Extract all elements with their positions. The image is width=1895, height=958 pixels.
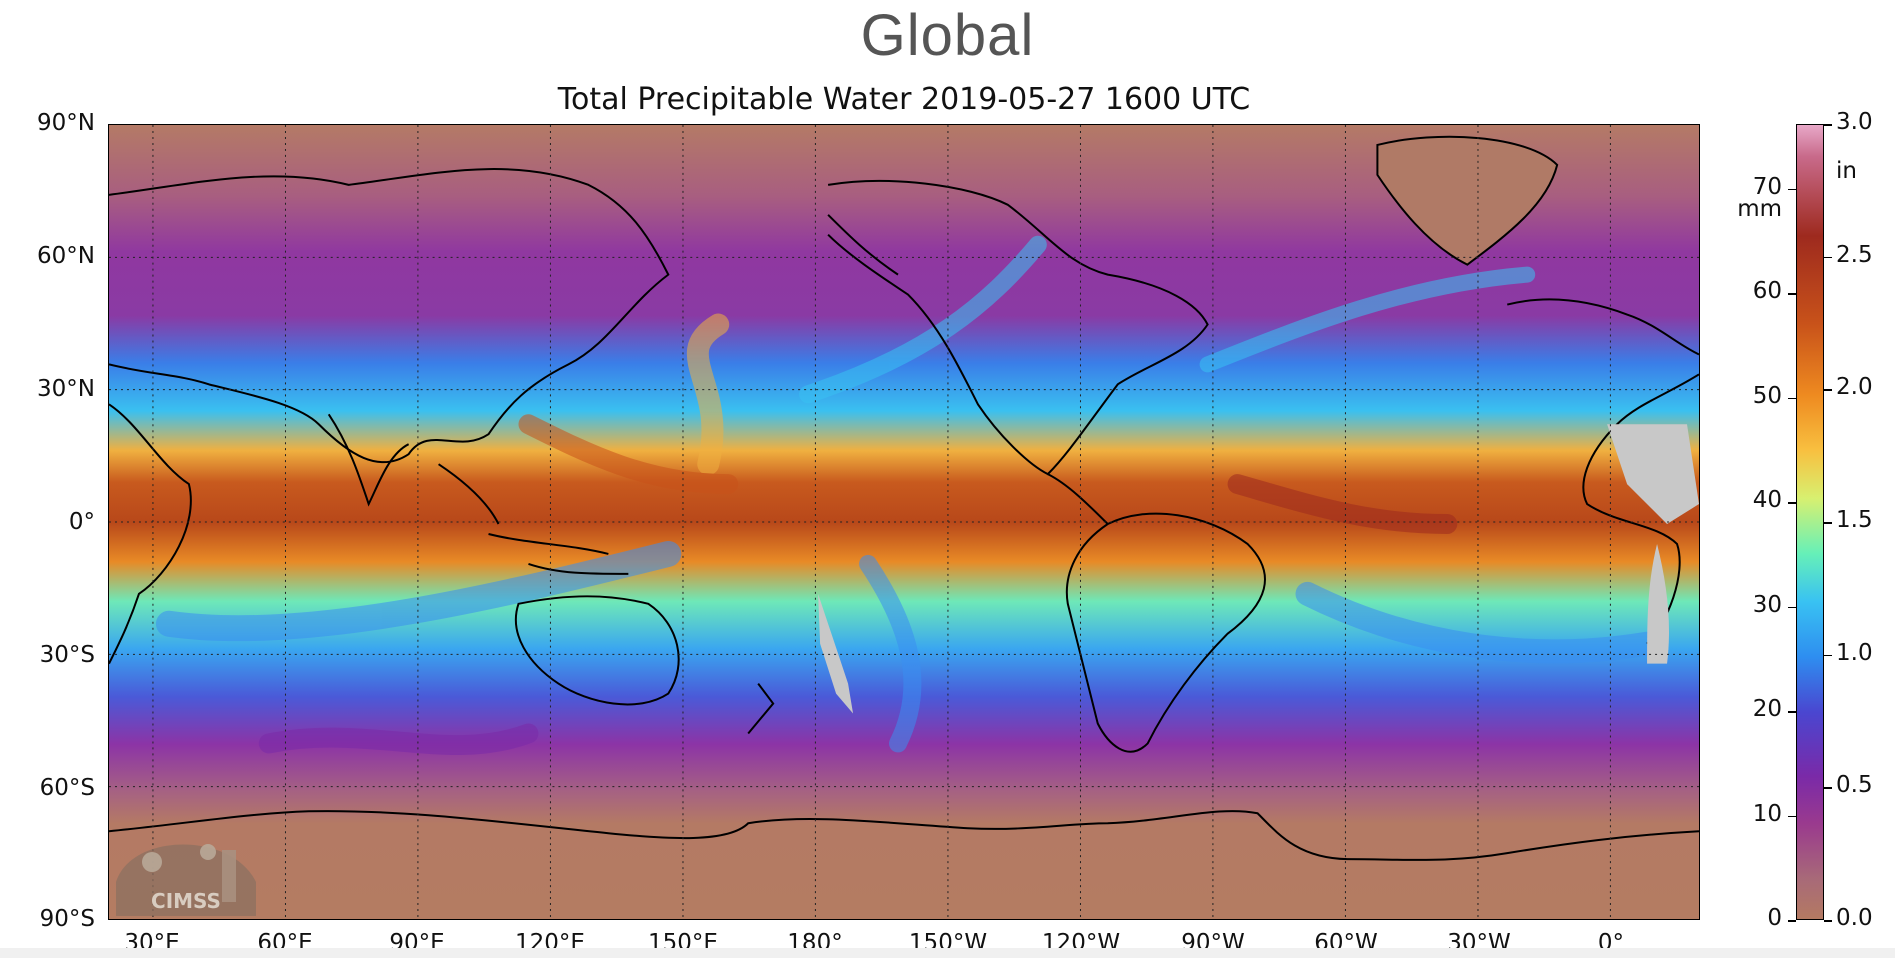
colorbar-mm-label: 60 [1752,278,1782,305]
colorbar-mm-label: 20 [1752,696,1782,723]
no-data-swath-sahara [1607,424,1699,524]
colorbar-mm-tick [1788,606,1796,609]
map-title: Total Precipitable Water 2019-05-27 1600… [557,82,1251,117]
cimss-logo: CIMSS [116,844,256,916]
colorbar-mm-label: 70 [1752,173,1782,200]
india [327,413,410,507]
graticule [109,125,1699,919]
colorbar-in-tick [1824,654,1832,657]
no-data-swath-pacific [818,593,854,714]
colorbar-in-label: 3.0 [1836,109,1873,135]
colorbar-in-tick [1824,787,1832,789]
lat-label: 90°S [39,906,95,932]
alaska [827,214,899,276]
maritime-continent [438,463,629,575]
colorbar-mm-unit: mm [1737,196,1782,222]
colorbar-in-label: 2.5 [1836,241,1873,268]
colorbar-mm-label: 0 [1767,905,1782,931]
colorbar-in-label: 1.0 [1836,639,1873,666]
lat-label: 30°N [37,376,95,402]
new-zealand [747,682,775,735]
antarctica-coast [109,810,1699,861]
colorbar-mm-tick [1788,397,1796,400]
colorbar-in-tick [1824,920,1832,922]
colorbar-mm-label: 30 [1752,591,1782,618]
colorbar-mm-label: 40 [1752,487,1782,514]
colorbar-in-label: 1.5 [1836,507,1873,533]
colorbar-mm-tick [1788,502,1796,504]
page-title: Global [860,3,1035,68]
bottom-bar [0,948,1895,958]
eurasia [109,168,670,464]
greenland [1376,135,1559,266]
europe [1506,298,1699,356]
lat-label: 90°N [37,110,95,136]
colorbar [1796,124,1824,920]
lat-label: 60°S [39,775,95,801]
colorbar-mm-tick [1788,815,1796,818]
africa-east [109,403,192,665]
lat-label: 0° [68,509,95,535]
lat-label: 30°S [39,642,95,668]
colorbar-in-tick [1824,522,1832,524]
colorbar-mm-tick [1788,711,1796,713]
map-canvas [109,125,1699,919]
colorbar-in-label: 2.0 [1836,374,1873,401]
colorbar-mm-tick [1788,188,1796,191]
lat-label: 60°N [37,243,95,269]
colorbar-mm-tick [1788,920,1796,922]
south-america [1065,512,1266,753]
colorbar-in-label: 0.5 [1836,772,1873,799]
moisture-swirls [155,235,1660,756]
colorbar-mm-tick [1788,293,1796,295]
africa-west [1582,373,1699,645]
colorbar-in-tick [1824,256,1832,259]
colorbar-mm-label: 50 [1752,382,1782,409]
central-america [1047,473,1109,525]
no-data-swath-atlantic [1647,543,1669,664]
north-america [827,179,1209,476]
colorbar-in-label: 0.0 [1836,905,1873,931]
tpw-map[interactable] [108,124,1700,920]
logo-text: CIMSS [151,889,221,913]
colorbar-in-tick [1824,124,1832,126]
colorbar-in-tick [1824,389,1832,391]
colorbar-mm-label: 10 [1752,800,1782,827]
colorbar-in-unit: in [1836,158,1857,184]
australia [514,595,680,706]
